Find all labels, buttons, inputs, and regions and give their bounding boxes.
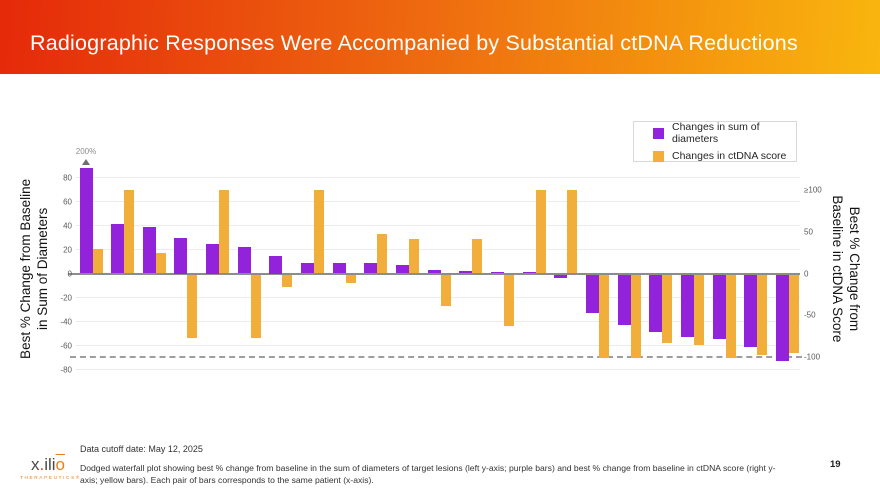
bar-ctdna-score xyxy=(219,190,230,274)
bar-sum-of-diameters xyxy=(680,274,694,337)
left-axis-tick-label: 40 xyxy=(63,221,72,230)
gridline xyxy=(76,249,800,250)
left-axis-tick-label: -60 xyxy=(60,341,72,350)
right-axis-tick-label: 50 xyxy=(804,227,813,237)
bar-ctdna-score xyxy=(155,252,166,274)
left-axis-tick-label: 0 xyxy=(67,269,72,278)
bar-sum-of-diameters xyxy=(332,262,346,274)
bar-sum-of-diameters xyxy=(585,274,599,313)
right-axis-tick-label: 0 xyxy=(804,269,809,278)
bar-ctdna-score xyxy=(567,190,578,274)
bar-ctdna-score xyxy=(92,249,103,274)
bar-sum-of-diameters xyxy=(490,272,504,274)
left-axis-tick-label: -40 xyxy=(60,317,72,326)
bar-sum-of-diameters xyxy=(712,274,726,340)
bar-sum-of-diameters xyxy=(554,274,568,279)
bar-ctdna-score xyxy=(693,274,704,346)
gridline xyxy=(76,201,800,202)
bar-sum-of-diameters xyxy=(237,247,251,274)
left-axis-tick-label: -20 xyxy=(60,293,72,302)
xilio-logo-subtext: THERAPEUTICS® xyxy=(20,475,81,480)
bar-ctdna-score xyxy=(314,190,325,274)
legend-swatch-yellow xyxy=(653,150,664,162)
capped-bar-annotation: 200% xyxy=(75,147,97,156)
legend-swatch-purple xyxy=(653,127,664,139)
bar-ctdna-score xyxy=(409,239,419,274)
gridline xyxy=(76,345,800,346)
bar-ctdna-score xyxy=(472,239,483,274)
gridline xyxy=(76,369,800,370)
xilio-logo: x.ilio THERAPEUTICS® xyxy=(20,455,81,480)
bar-ctdna-score xyxy=(725,274,736,358)
bar-ctdna-score xyxy=(503,274,514,327)
bar-ctdna-score xyxy=(282,274,293,287)
right-axis-tick-label: -50 xyxy=(804,310,816,320)
left-axis-tick-label: 80 xyxy=(63,173,72,182)
bar-sum-of-diameters xyxy=(744,274,758,347)
bar-ctdna-score xyxy=(535,190,546,274)
bar-sum-of-diameters xyxy=(142,226,156,274)
bar-sum-of-diameters xyxy=(459,271,473,274)
left-axis-tick-label: -80 xyxy=(60,365,72,374)
right-axis-tick-label: -100 xyxy=(804,352,821,362)
bar-sum-of-diameters xyxy=(522,272,536,274)
bar-ctdna-score xyxy=(187,274,198,338)
gridline xyxy=(76,297,800,298)
xilio-logo-wordmark: x.ilio xyxy=(30,455,66,474)
bar-ctdna-score xyxy=(377,233,388,274)
bar-ctdna-score xyxy=(662,274,673,343)
legend-item-ctdna: Changes in ctDNA score xyxy=(653,150,796,162)
header-banner: Radiographic Responses Were Accompanied … xyxy=(0,0,880,74)
legend-label-ctdna: Changes in ctDNA score xyxy=(672,150,787,162)
bar-sum-of-diameters xyxy=(301,262,315,274)
chart-legend: Changes in sum of diameters Changes in c… xyxy=(633,121,797,162)
capped-bar-arrow-icon xyxy=(82,159,90,165)
bar-ctdna-score xyxy=(124,190,135,274)
reference-line-minus100 xyxy=(70,355,802,358)
bar-ctdna-score xyxy=(440,274,451,307)
bar-ctdna-score xyxy=(345,274,356,283)
slide-title: Radiographic Responses Were Accompanied … xyxy=(30,31,798,55)
legend-label-diameters: Changes in sum of diameters xyxy=(672,121,760,145)
bar-ctdna-score xyxy=(630,274,641,358)
gridline xyxy=(68,272,800,275)
bar-sum-of-diameters xyxy=(174,237,188,274)
data-cutoff-note: Data cutoff date: May 12, 2025 xyxy=(80,444,203,454)
right-axis-tick-label: ≥100 xyxy=(804,185,822,195)
left-axis-tick-label: 60 xyxy=(63,197,72,206)
bar-sum-of-diameters xyxy=(775,274,789,361)
gridline xyxy=(76,177,800,178)
bar-sum-of-diameters xyxy=(206,243,220,274)
left-axis-tick-label: 20 xyxy=(63,245,72,254)
legend-item-diameters: Changes in sum of diameters xyxy=(653,121,796,145)
bar-sum-of-diameters xyxy=(396,265,409,274)
gridline xyxy=(76,321,800,322)
bar-sum-of-diameters xyxy=(269,255,283,274)
bar-sum-of-diameters xyxy=(617,274,631,325)
bar-sum-of-diameters xyxy=(427,269,441,274)
gridline xyxy=(76,225,800,226)
bar-ctdna-score xyxy=(598,274,609,358)
bar-ctdna-score xyxy=(757,274,768,356)
bar-ctdna-score xyxy=(788,274,799,354)
figure-caption: Dodged waterfall plot showing best % cha… xyxy=(80,463,776,486)
page-number: 19 xyxy=(830,459,841,470)
bar-sum-of-diameters xyxy=(111,224,125,274)
bar-sum-of-diameters xyxy=(364,262,378,274)
bar-sum-of-diameters xyxy=(79,167,93,274)
bar-sum-of-diameters xyxy=(649,274,663,333)
bar-ctdna-score xyxy=(250,274,261,338)
